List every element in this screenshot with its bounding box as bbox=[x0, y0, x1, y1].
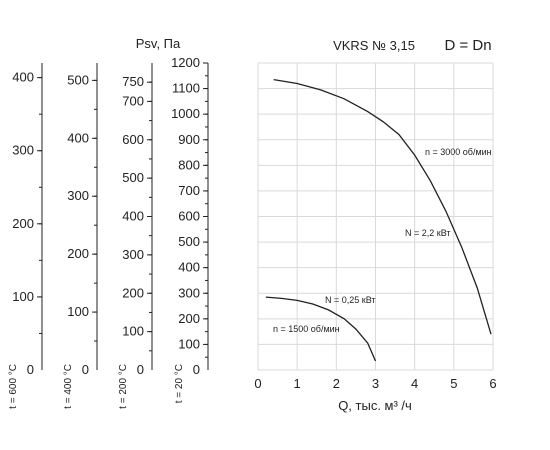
series-0-speed-label: n = 3000 об/мин bbox=[425, 147, 492, 157]
y-tick-label: 400 bbox=[12, 70, 34, 85]
y-tick-label: 700 bbox=[122, 93, 144, 108]
x-tick-label: 6 bbox=[489, 376, 496, 391]
series-1-speed-label: n = 1500 об/мин bbox=[273, 324, 340, 334]
y-tick-label: 400 bbox=[67, 130, 89, 145]
y-tick-label: 300 bbox=[178, 285, 200, 300]
y-axis-title: Psv, Па bbox=[136, 36, 181, 51]
y-axis-temp-label: t = 200 °C bbox=[118, 364, 129, 409]
chart-title-right: D = Dn bbox=[444, 37, 491, 54]
series-line-0 bbox=[273, 78, 492, 335]
y-tick-label: 100 bbox=[122, 324, 144, 339]
x-tick-label: 0 bbox=[254, 376, 261, 391]
y-tick-label: 100 bbox=[12, 289, 34, 304]
y-tick-label: 700 bbox=[178, 183, 200, 198]
y-tick-label: 400 bbox=[178, 260, 200, 275]
y-tick-label: 900 bbox=[178, 132, 200, 147]
y-tick-label: 300 bbox=[12, 143, 34, 158]
y-tick-label: 200 bbox=[12, 216, 34, 231]
x-tick-label: 1 bbox=[294, 376, 301, 391]
y-tick-label: 800 bbox=[178, 157, 200, 172]
y-tick-label: 500 bbox=[178, 234, 200, 249]
series-line-1 bbox=[265, 296, 377, 362]
y-axis-temp-label: t = 600 °C bbox=[8, 364, 19, 409]
y-zero-label: 0 bbox=[137, 362, 144, 377]
y-tick-label: 600 bbox=[122, 132, 144, 147]
y-tick-label: 750 bbox=[122, 74, 144, 89]
series-0-power-label: N = 2,2 кВт bbox=[405, 228, 451, 238]
series-1-power-label: N = 0,25 кВт bbox=[325, 295, 376, 305]
y-tick-label: 300 bbox=[67, 188, 89, 203]
y-tick-label: 500 bbox=[122, 170, 144, 185]
y-tick-label: 100 bbox=[67, 304, 89, 319]
y-tick-label: 300 bbox=[122, 247, 144, 262]
y-axis-temp-label: t = 400 °C bbox=[63, 364, 74, 409]
x-tick-label: 4 bbox=[411, 376, 418, 391]
y-zero-label: 0 bbox=[27, 362, 34, 377]
y-zero-label: 0 bbox=[82, 362, 89, 377]
y-tick-label: 600 bbox=[178, 209, 200, 224]
x-tick-label: 2 bbox=[333, 376, 340, 391]
y-tick-label: 1000 bbox=[171, 106, 200, 121]
y-tick-label: 1100 bbox=[172, 81, 200, 96]
y-tick-label: 200 bbox=[178, 311, 200, 326]
x-tick-label: 5 bbox=[450, 376, 457, 391]
y-tick-label: 1200 bbox=[171, 55, 200, 70]
y-zero-label: 0 bbox=[193, 362, 200, 377]
y-tick-label: 200 bbox=[67, 246, 89, 261]
x-tick-label: 3 bbox=[372, 376, 379, 391]
y-tick-label: 400 bbox=[122, 209, 144, 224]
y-tick-label: 100 bbox=[178, 336, 200, 351]
x-axis-title: Q, тыс. м³ /ч bbox=[338, 398, 412, 413]
y-tick-label: 200 bbox=[122, 285, 144, 300]
y-axis-temp-label: t = 20 °C bbox=[174, 364, 185, 403]
y-tick-label: 500 bbox=[67, 72, 89, 87]
chart-title: VKRS № 3,15 bbox=[333, 38, 415, 53]
